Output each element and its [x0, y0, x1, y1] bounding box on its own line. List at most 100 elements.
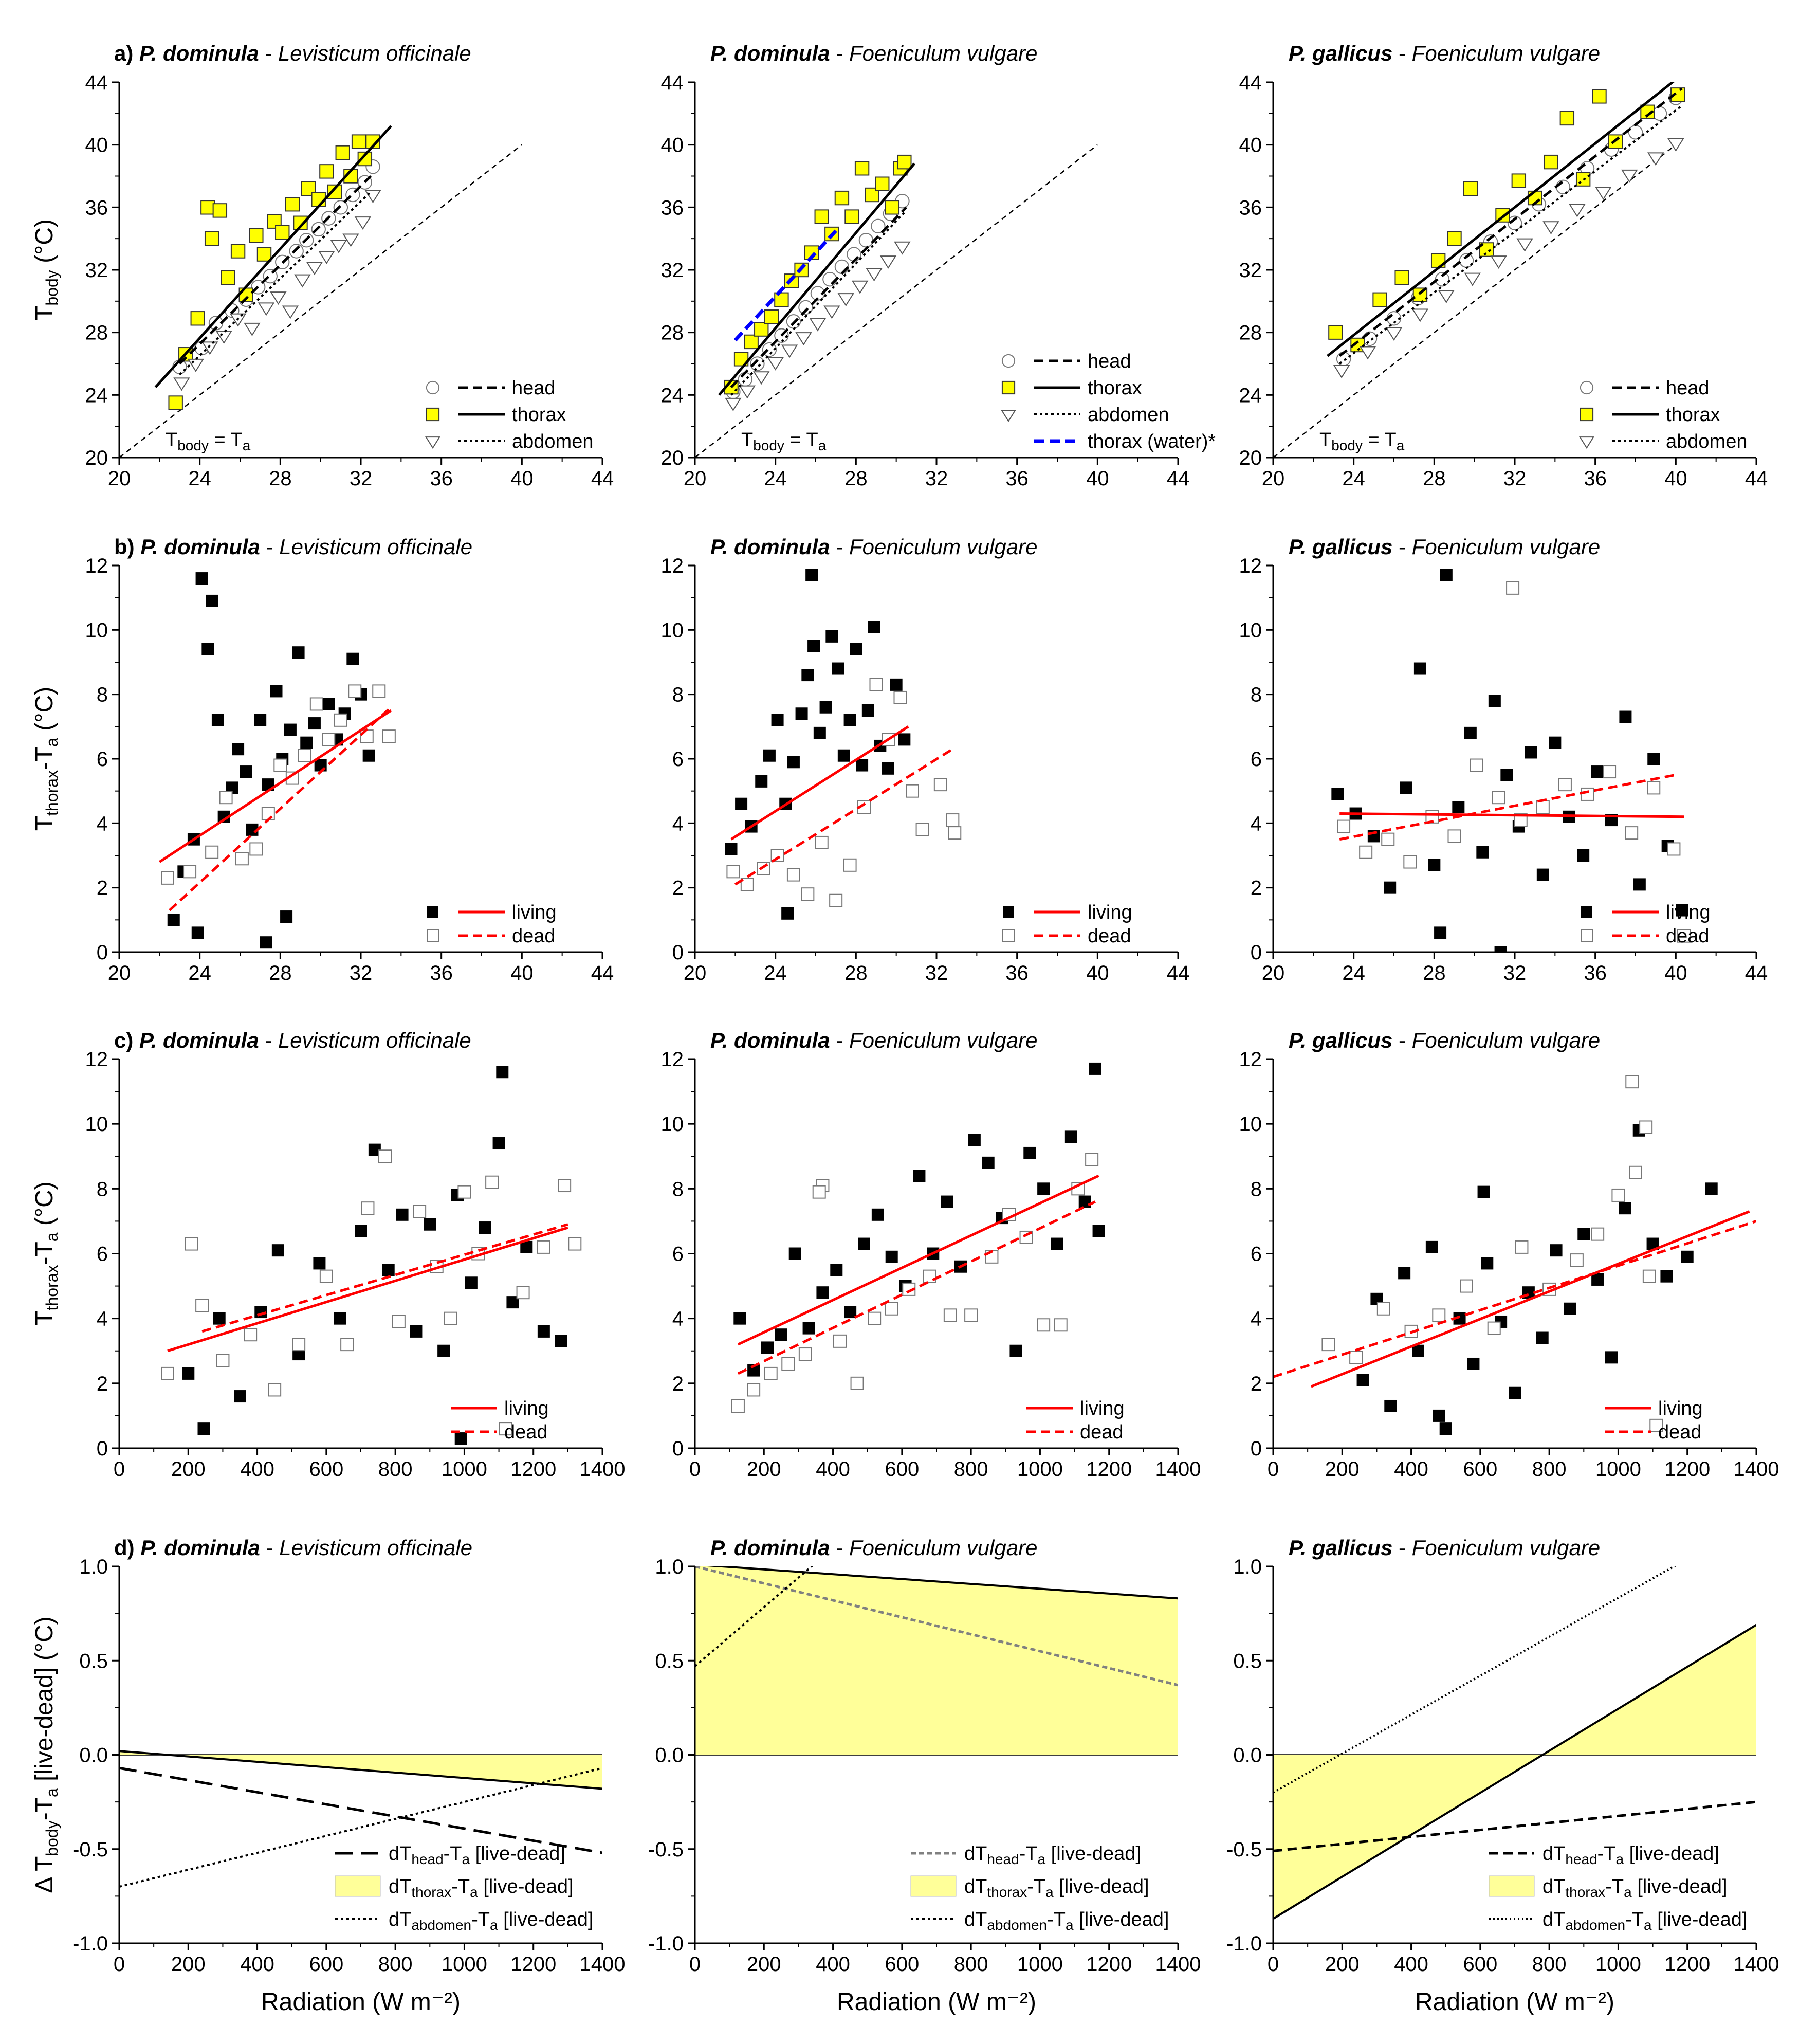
- panel-title: P. gallicus - Foeniculum vulgare: [1289, 1536, 1600, 1560]
- thorax-point: [256, 247, 272, 262]
- legend-label: living: [1088, 902, 1132, 923]
- living-point: [763, 749, 776, 762]
- y-tick-label: 24: [85, 384, 108, 407]
- living-point: [787, 756, 800, 769]
- dead-point: [1359, 845, 1373, 859]
- thorax-point: [1511, 173, 1527, 188]
- abdomen-point: [1490, 256, 1507, 269]
- dead-point: [1677, 929, 1691, 943]
- x-tick-label: 1200: [1086, 1458, 1132, 1481]
- y-tick-label: 8: [672, 684, 684, 706]
- x-tick-label: 32: [925, 962, 948, 984]
- legend-marker: [427, 906, 438, 918]
- y-tick-label: 6: [672, 1243, 684, 1266]
- thorax-point: [897, 154, 912, 170]
- legend-label: dThead-Ta [live-dead]: [1542, 1843, 1719, 1867]
- y-tick-label: 10: [1239, 619, 1262, 642]
- plot-area: [725, 569, 962, 920]
- dead-point: [558, 1179, 572, 1193]
- x-tick-label: 1400: [1734, 1953, 1779, 1976]
- dead-point: [906, 784, 919, 798]
- y-tick-label: 0.0: [1233, 1744, 1262, 1767]
- living-point: [1092, 1225, 1105, 1237]
- dead-point: [298, 749, 311, 762]
- x-tick-label: 24: [1342, 467, 1365, 490]
- thorax-point: [1625, 68, 1638, 81]
- legend-label: dTabdomen-Ta [live-dead]: [389, 1909, 593, 1933]
- dead-point: [833, 1334, 847, 1348]
- thorax-point: [744, 334, 759, 350]
- y-tick-label: 4: [1251, 812, 1262, 835]
- living-point: [1681, 1250, 1694, 1263]
- head-point: [311, 222, 326, 237]
- dead-point: [161, 871, 174, 885]
- thorax-point: [754, 322, 769, 337]
- living-point: [1467, 1357, 1480, 1370]
- dead-point: [1625, 1075, 1639, 1089]
- living-point: [843, 714, 856, 726]
- y-tick-label: 6: [1251, 748, 1262, 771]
- x-tick-label: 200: [1325, 1458, 1360, 1481]
- fit-line-abdomen: [1339, 105, 1683, 365]
- legend-label: living: [504, 1398, 549, 1419]
- dead-point: [1558, 778, 1572, 792]
- dead-point: [1349, 1350, 1363, 1364]
- panel-title: a) P. dominula - Levisticum officinale: [114, 41, 471, 65]
- plot-area: [1273, 1566, 1756, 1920]
- fit-line-head: [178, 175, 372, 365]
- living-point: [1705, 1182, 1718, 1195]
- x-tick-label: 1400: [580, 1953, 626, 1976]
- thorax-point: [1575, 172, 1591, 187]
- dead-point: [1432, 1308, 1446, 1322]
- living-point: [890, 678, 903, 691]
- y-tick-label: 2: [97, 1373, 108, 1395]
- legend-marker: [1581, 929, 1593, 942]
- living-point: [313, 1257, 326, 1270]
- thorax-point: [1544, 154, 1558, 170]
- head-point: [1628, 125, 1643, 140]
- abdomen-point: [1542, 221, 1559, 235]
- dead-point: [568, 1237, 582, 1251]
- living-point: [1591, 765, 1604, 778]
- living-point: [1439, 1422, 1452, 1435]
- thorax-point: [293, 215, 308, 230]
- living-point: [1037, 1182, 1050, 1195]
- dead-point: [413, 1204, 427, 1218]
- series-living: [182, 1066, 567, 1445]
- legend-label: dTabdomen-Ta [live-dead]: [1542, 1909, 1747, 1933]
- dead-point: [943, 1308, 957, 1322]
- legend-marker: [1578, 436, 1595, 449]
- panel-title: P. dominula - Foeniculum vulgare: [710, 1536, 1037, 1560]
- x-tick-label: 600: [885, 1458, 919, 1481]
- abdomen-point: [1411, 308, 1429, 322]
- thorax-point: [875, 176, 890, 191]
- abdomen-point: [187, 358, 205, 372]
- living-point: [537, 1325, 550, 1338]
- living-point: [882, 762, 894, 775]
- living-point: [1428, 859, 1441, 871]
- living-point: [300, 736, 313, 749]
- dead-point: [869, 678, 883, 691]
- y-tick-label: 0: [672, 1437, 684, 1460]
- living-point: [496, 1066, 509, 1079]
- y-tick-label: 8: [97, 684, 108, 706]
- panel-title: c) P. dominula - Levisticum officinale: [114, 1028, 471, 1052]
- y-tick-label: 2: [1251, 1373, 1262, 1395]
- series-thorax: [168, 134, 380, 410]
- dead-point: [499, 1422, 512, 1436]
- legend: dThead-Ta [live-dead] dTthorax-Ta [live-d…: [1489, 1843, 1747, 1933]
- dead-point: [1054, 1318, 1068, 1332]
- dead-point: [322, 733, 336, 746]
- thorax-point: [1592, 89, 1607, 104]
- living-point: [355, 1225, 367, 1237]
- x-tick-label: 36: [1584, 962, 1607, 984]
- living-point: [1536, 868, 1549, 881]
- abdomen-point: [244, 322, 261, 336]
- legend-swatch-area: [335, 1875, 381, 1897]
- living-point: [1481, 1257, 1494, 1270]
- living-point: [1647, 753, 1660, 765]
- abdomen-point: [767, 357, 784, 371]
- plot-area: [1273, 68, 1685, 458]
- fit-line-dT_head-Ta [live-dead]: [695, 1566, 1178, 1687]
